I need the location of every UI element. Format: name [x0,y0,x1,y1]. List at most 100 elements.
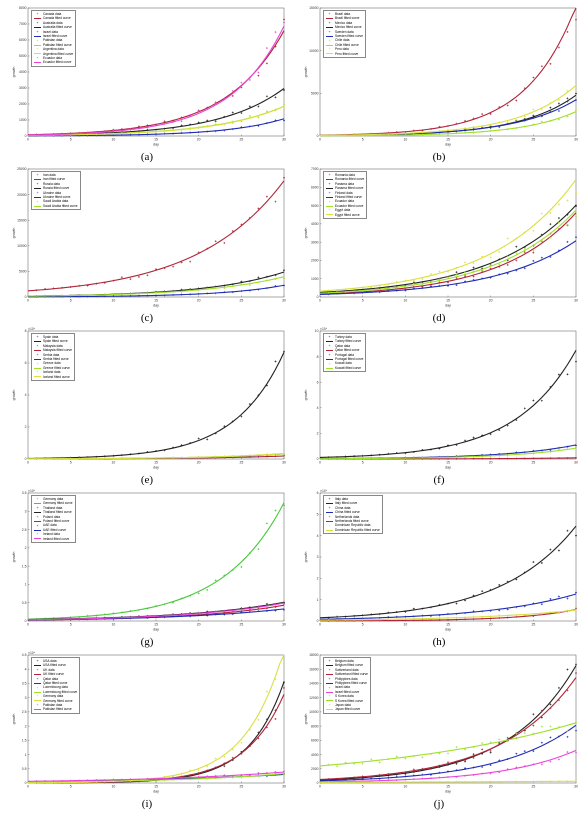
y-tick-label: 5000 [311,92,319,96]
data-point [95,779,98,782]
data-point [455,443,458,446]
data-point [120,778,123,781]
data-point [95,457,98,460]
data-point [498,273,501,276]
data-point [231,609,234,612]
data-point [35,295,38,298]
data-point [472,773,475,776]
legend-marker: + [36,181,39,187]
data-point [172,127,175,130]
data-point [231,128,234,131]
legend-label: Switzerland fitted curve [335,672,368,677]
data-point [464,612,467,615]
data-point [557,46,560,49]
data-point [206,119,209,122]
legend-label: Kuwait fitted curve [335,365,362,370]
legend-entry: Spain fitted curve [34,339,72,343]
legend-entry: Ireland fitted curve [34,537,73,541]
data-point [163,294,166,297]
data-point [472,780,475,783]
data-point [274,678,277,681]
legend-line [326,214,333,216]
data-point [523,729,526,732]
data-point [336,292,339,295]
data-point [172,129,175,132]
data-point [438,764,441,767]
data-point [274,96,277,99]
data-point [523,457,526,460]
data-point [395,615,398,618]
legend-line [34,673,41,675]
data-point [214,777,217,780]
data-point [506,104,509,107]
legend-marker: + [36,369,39,375]
data-point [515,127,518,130]
data-point [197,287,200,290]
legend-entry: Peru fitted curve [326,52,363,56]
legend-marker: + [36,37,39,43]
data-point [248,773,251,776]
data-point [412,457,415,460]
data-point [78,132,81,135]
legend-line [34,682,41,684]
legend-marker: + [328,28,331,34]
data-point [489,749,492,752]
x-tick-label: 5 [362,461,364,465]
data-point [404,615,407,618]
data-point [112,293,115,296]
y-tick-label: 10000 [309,49,319,53]
data-point [61,286,64,289]
data-point [540,233,543,236]
data-point [231,748,234,751]
y-axis-label: growth [12,714,16,725]
legend-entry: + Saudi Arabia data [34,199,78,203]
legend-marker: + [328,693,331,699]
legend-label: Germany data [43,694,64,699]
legend-label: Iran data [43,173,56,177]
data-point [197,611,200,614]
data-point [395,779,398,782]
data-point [231,568,234,571]
data-point [61,618,64,621]
legend-entry: Israel fitted curve [34,34,73,38]
legend-line [326,520,333,522]
data-point [129,453,132,456]
x-tick-label: 5 [362,623,364,627]
data-point [481,748,484,751]
legend-label: Pakistan fitted curve [43,42,72,47]
data-point [557,758,560,761]
data-point [566,457,569,460]
data-point [370,777,373,780]
data-point [515,99,518,102]
data-point [283,770,285,773]
data-point [344,134,347,137]
data-point [429,614,432,617]
y-tick-label: 0.5 [22,767,27,771]
data-point [353,778,356,781]
legend-marker: + [328,37,331,43]
data-point [248,280,251,283]
data-point [489,780,492,783]
legend-entry: + Greece data [34,361,72,365]
data-point [404,618,407,621]
data-point [78,779,81,782]
chart-panel: 0 5 10 15 20 25 30 0 1000 2000 3000 4000 5000 6000 700… [4,2,290,166]
legend-entry: + Australia data [34,21,73,25]
data-point [540,399,543,402]
data-point [353,781,356,784]
legend-entry: Luxembourg fitted curve [34,690,77,694]
data-point [370,775,373,778]
legend-label: China fitted curve [335,510,360,515]
data-point [557,118,560,121]
y-tick-label: 4000 [311,222,319,226]
data-point [95,617,98,620]
data-point [44,781,47,784]
data-point [387,757,390,760]
y-tick-label: 18000 [309,653,319,657]
legend-label: Saudi Arabia data [43,199,69,204]
legend-marker: + [328,684,331,690]
legend-label: Sweden fitted curve [335,34,363,39]
legend-line [326,503,333,505]
legend-marker: + [328,207,331,213]
data-point [189,289,192,292]
